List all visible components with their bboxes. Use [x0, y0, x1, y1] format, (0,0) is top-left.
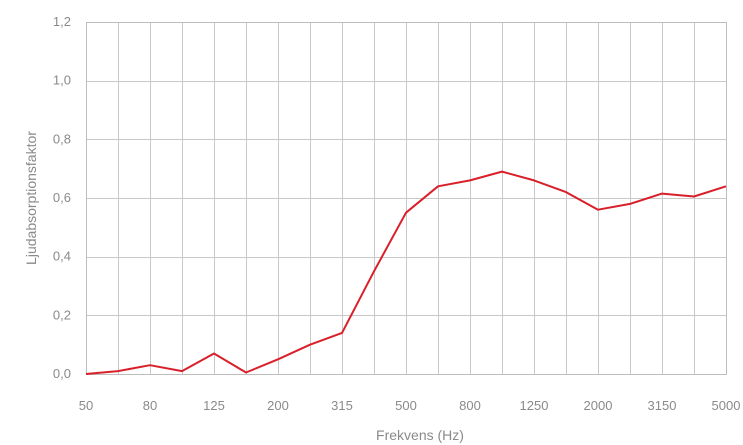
- series-line: [85, 170, 727, 375]
- y-axis-ticks: 0,0 0,2 0,4 0,6 0,8 1,0 1,2: [53, 14, 71, 381]
- y-tick-label: 0,6: [53, 190, 71, 205]
- y-tick-label: 1,0: [53, 73, 71, 88]
- x-tick-label: 2000: [584, 398, 613, 413]
- y-tick-label: 1,2: [53, 14, 71, 29]
- y-axis-label: Ljudabsorptionsfaktor: [23, 131, 39, 265]
- x-tick-label: 125: [203, 398, 225, 413]
- x-tick-label: 315: [331, 398, 353, 413]
- series-layer: [85, 170, 727, 375]
- x-tick-label: 50: [79, 398, 93, 413]
- x-axis-ticks: 50 80 125 200 315 500 800 1250 2000 3150 5000: [79, 398, 741, 413]
- y-tick-label: 0,0: [53, 366, 71, 381]
- y-tick-label: 0,2: [53, 307, 71, 322]
- x-tick-label: 500: [395, 398, 417, 413]
- plot-frame: [86, 22, 727, 375]
- x-tick-label: 80: [143, 398, 157, 413]
- grid: [86, 22, 727, 375]
- x-tick-label: 5000: [712, 398, 741, 413]
- x-tick-label: 3150: [648, 398, 677, 413]
- y-tick-label: 0,4: [53, 249, 71, 264]
- x-tick-label: 1250: [520, 398, 549, 413]
- x-tick-label: 800: [459, 398, 481, 413]
- x-tick-label: 200: [267, 398, 289, 413]
- x-axis-label: Frekvens (Hz): [376, 427, 464, 443]
- y-tick-label: 0,8: [53, 131, 71, 146]
